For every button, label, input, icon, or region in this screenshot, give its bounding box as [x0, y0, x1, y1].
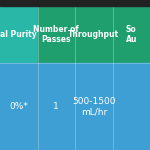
- Text: Number of
Passes: Number of Passes: [33, 25, 79, 44]
- Text: 0%*: 0%*: [9, 102, 28, 111]
- Bar: [75, 63, 112, 150]
- Bar: [0, 6, 38, 63]
- Text: al Purity: al Purity: [0, 30, 37, 39]
- Bar: [38, 6, 75, 63]
- Text: Throughput: Throughput: [68, 30, 119, 39]
- Text: So
Au: So Au: [126, 25, 137, 44]
- Bar: [0, 63, 38, 150]
- Bar: [75, 6, 112, 63]
- Bar: [38, 63, 75, 150]
- Bar: [0, 0, 150, 6]
- Bar: [112, 63, 150, 150]
- Text: 500-1500
mL/hr: 500-1500 mL/hr: [72, 97, 116, 116]
- Bar: [112, 6, 150, 63]
- Text: 1: 1: [53, 102, 59, 111]
